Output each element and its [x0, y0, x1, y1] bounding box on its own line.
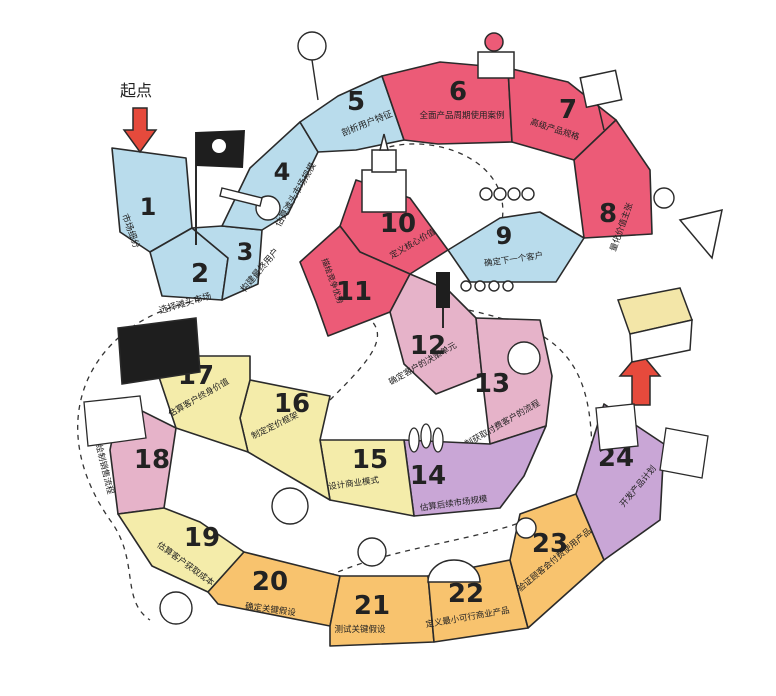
bowling-pins-icon: [408, 423, 444, 453]
pirate-flag-icon: [195, 130, 245, 245]
finish-marker: [617, 287, 694, 406]
board-cell-6: 6 全面产品周期使用案例: [381, 61, 513, 145]
board-cell-number: 20: [252, 567, 288, 597]
board-cell-shape: [329, 575, 435, 647]
board-cell-number: 18: [134, 445, 170, 475]
robot-icon: [579, 69, 623, 131]
board-cell-21: 21 测试关键假设: [329, 575, 435, 647]
board-cell-number: 6: [449, 77, 467, 107]
board-cell-number: 15: [352, 445, 388, 475]
board-cell-number: 19: [184, 523, 220, 553]
board-cell-number: 10: [380, 209, 416, 239]
board-cell-number: 23: [532, 529, 568, 559]
character-figures: [159, 31, 675, 625]
igloo-icon: [427, 559, 481, 583]
board-cell-number: 21: [354, 591, 390, 621]
castle-icon: [361, 133, 407, 213]
goggles-character-icon: [357, 537, 387, 567]
board-cell-number: 2: [191, 259, 209, 289]
board-cell-number: 5: [347, 87, 365, 117]
board-cell-label: 测试关键假设: [334, 624, 386, 635]
scientist-character-icon: [271, 487, 309, 525]
lamp-icon: [678, 208, 723, 260]
board-cell-number: 14: [410, 461, 446, 491]
treasure-chest-icon: [617, 287, 694, 363]
traffic-light-icon: [436, 272, 450, 328]
crowd-icon: [460, 187, 535, 292]
start-arrow-icon: [122, 107, 158, 154]
start-marker: 起点: [120, 81, 158, 154]
board-cell-number: 12: [410, 331, 446, 361]
helicopter-hat-character-icon: [515, 517, 537, 539]
board-cell-shape: [573, 119, 653, 239]
board-cell-number: 1: [140, 193, 157, 221]
start-label: 起点: [120, 81, 152, 100]
finish-arrow-icon: [618, 350, 662, 406]
board-cell-number: 16: [274, 389, 310, 419]
vacuum-character-icon: [159, 591, 193, 625]
board-cell-number: 3: [237, 238, 254, 266]
board-cell-number: 22: [448, 579, 484, 609]
board-cell-number: 9: [496, 222, 513, 250]
paper-sheets-icon: [83, 395, 709, 479]
telescope-character-icon: [219, 187, 281, 221]
board-cell-number: 13: [474, 369, 510, 399]
microscope-icon: [507, 341, 541, 375]
board-cell-shape: [447, 211, 585, 283]
board-cell-number: 8: [599, 199, 617, 229]
board-cell-number: 4: [274, 158, 291, 186]
board-cell-number: 11: [336, 277, 372, 307]
board-cell-label: 全面产品周期使用案例: [419, 110, 504, 121]
explorer-character-icon: [297, 31, 327, 101]
waiter-character-icon: [653, 187, 675, 209]
gift-box-icon: [477, 32, 515, 79]
chalkboard-icon: [117, 317, 201, 385]
board-cell-number: 7: [559, 95, 577, 125]
